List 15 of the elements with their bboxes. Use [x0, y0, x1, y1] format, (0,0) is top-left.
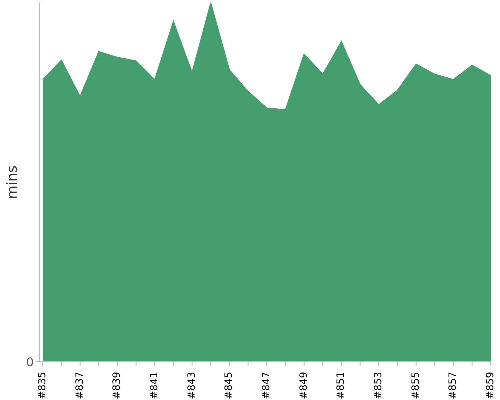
x-tick-label: #835 — [38, 372, 48, 400]
x-tick-label: #837 — [74, 372, 86, 400]
x-tick-label: #845 — [224, 372, 236, 400]
x-tick-label: #851 — [336, 372, 348, 400]
x-tick-label: #853 — [374, 372, 384, 400]
x-tick-label: #841 — [150, 372, 160, 400]
x-tick-label: #839 — [112, 372, 124, 400]
x-tick-label: #847 — [262, 372, 272, 400]
text: 0 — [26, 355, 34, 370]
x-tick-label: #859 — [486, 372, 496, 400]
x-tick-label: #843 — [186, 372, 198, 400]
x-tick-label: #849 — [298, 372, 310, 400]
x-tick-label: #855 — [410, 372, 422, 400]
y-axis-title: mins — [5, 166, 21, 200]
x-tick-label: #857 — [448, 372, 460, 400]
